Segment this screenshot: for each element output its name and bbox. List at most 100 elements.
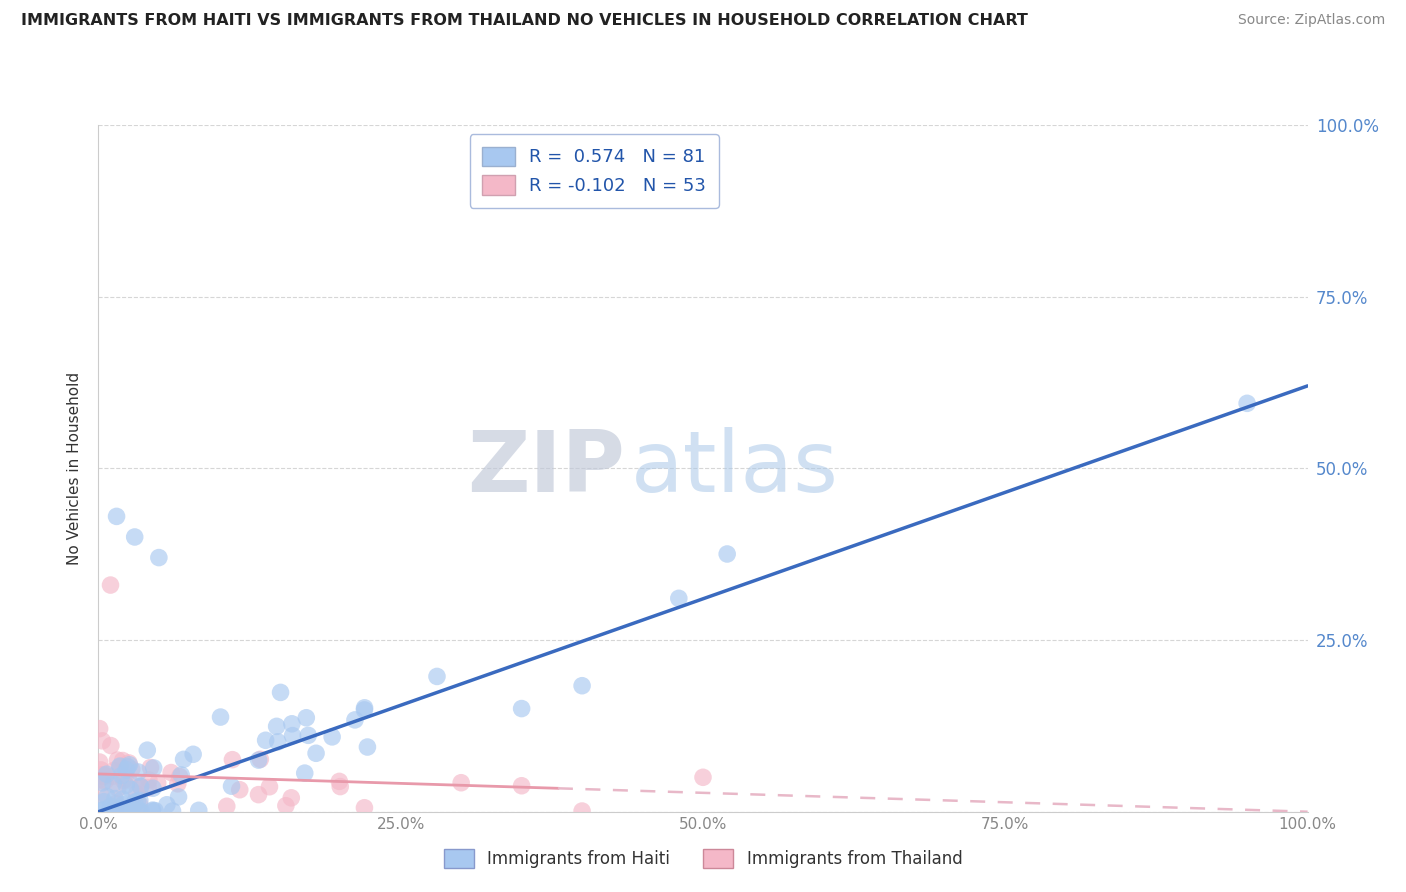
Point — [156, 797, 179, 812]
Point — [215, 799, 238, 814]
Point — [118, 757, 141, 772]
Point — [209, 710, 232, 724]
Point — [167, 789, 190, 804]
Point — [105, 509, 128, 524]
Point — [121, 804, 143, 818]
Point — [125, 787, 148, 801]
Point — [91, 769, 114, 783]
Point — [103, 804, 125, 818]
Point — [169, 770, 191, 784]
Point — [668, 591, 690, 606]
Point — [111, 804, 134, 818]
Point — [107, 804, 129, 818]
Point — [254, 733, 277, 747]
Point — [96, 789, 118, 804]
Legend: R =  0.574   N = 81, R = -0.102   N = 53: R = 0.574 N = 81, R = -0.102 N = 53 — [470, 134, 718, 208]
Point — [353, 801, 375, 815]
Point — [229, 782, 252, 797]
Text: Source: ZipAtlas.com: Source: ZipAtlas.com — [1237, 13, 1385, 28]
Point — [105, 797, 128, 811]
Point — [128, 797, 150, 812]
Point — [160, 765, 183, 780]
Point — [136, 743, 159, 757]
Point — [136, 780, 159, 795]
Point — [104, 791, 127, 805]
Point — [111, 804, 134, 818]
Point — [148, 550, 170, 565]
Point — [247, 753, 270, 767]
Point — [129, 804, 152, 818]
Point — [129, 780, 152, 794]
Point — [297, 728, 319, 742]
Point — [107, 781, 129, 796]
Point — [108, 759, 131, 773]
Point — [343, 713, 366, 727]
Point — [124, 795, 146, 809]
Point — [146, 776, 169, 790]
Point — [510, 779, 533, 793]
Point — [267, 735, 290, 749]
Point — [274, 798, 297, 813]
Point — [96, 767, 118, 781]
Point — [166, 777, 188, 791]
Point — [112, 773, 135, 788]
Point — [108, 760, 131, 774]
Point — [281, 729, 304, 743]
Point — [127, 794, 149, 808]
Point — [89, 772, 111, 787]
Point — [104, 804, 127, 818]
Point — [221, 779, 243, 793]
Point — [105, 804, 128, 818]
Point — [353, 703, 375, 717]
Point — [91, 767, 114, 781]
Text: atlas: atlas — [630, 426, 838, 510]
Point — [90, 804, 112, 818]
Point — [187, 803, 209, 817]
Point — [571, 679, 593, 693]
Point — [118, 772, 141, 787]
Point — [110, 804, 132, 818]
Point — [1236, 396, 1258, 410]
Point — [111, 768, 134, 782]
Point — [114, 772, 136, 786]
Point — [94, 774, 117, 789]
Point — [295, 711, 318, 725]
Point — [221, 753, 243, 767]
Point — [111, 792, 134, 806]
Point — [90, 763, 112, 777]
Point — [127, 804, 149, 818]
Point — [321, 730, 343, 744]
Point — [103, 764, 125, 778]
Point — [115, 804, 138, 818]
Point — [329, 780, 352, 794]
Point — [328, 774, 350, 789]
Point — [138, 772, 160, 787]
Point — [247, 788, 270, 802]
Point — [259, 780, 281, 794]
Point — [91, 734, 114, 748]
Point — [571, 804, 593, 818]
Point — [100, 578, 122, 592]
Point — [353, 701, 375, 715]
Point — [101, 777, 124, 791]
Point — [143, 804, 166, 818]
Point — [100, 739, 122, 753]
Point — [115, 778, 138, 792]
Point — [111, 797, 134, 812]
Point — [173, 752, 195, 766]
Point — [162, 804, 184, 818]
Point — [100, 799, 122, 814]
Text: ZIP: ZIP — [467, 426, 624, 510]
Point — [142, 761, 165, 775]
Point — [121, 762, 143, 776]
Point — [142, 803, 165, 817]
Point — [127, 764, 149, 779]
Point — [142, 781, 165, 796]
Point — [101, 769, 124, 783]
Point — [692, 770, 714, 784]
Point — [281, 716, 304, 731]
Point — [94, 769, 117, 783]
Point — [128, 804, 150, 818]
Point — [115, 763, 138, 777]
Point — [117, 760, 139, 774]
